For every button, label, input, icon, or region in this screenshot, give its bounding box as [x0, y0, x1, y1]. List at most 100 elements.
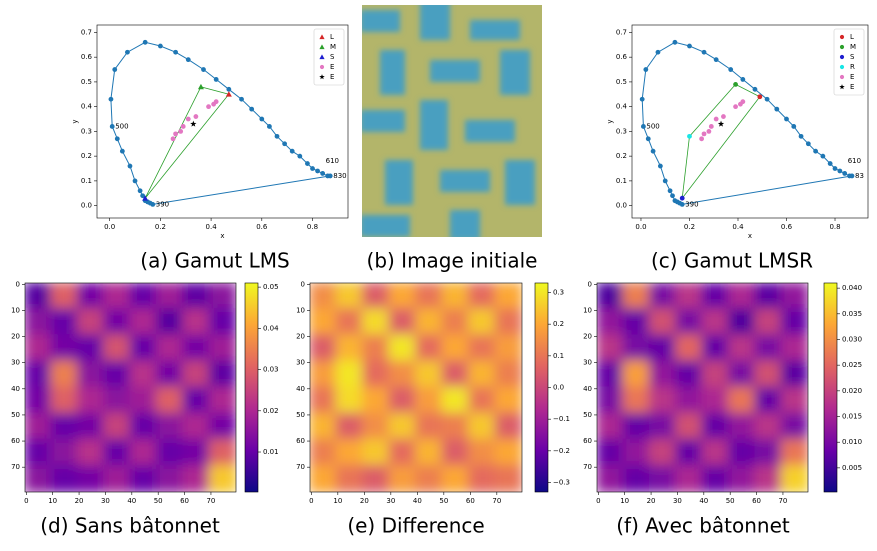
heatmap-cell	[310, 464, 338, 492]
x-tick-label: 0	[596, 497, 600, 505]
locus-point	[239, 96, 244, 102]
heatmap-cell	[25, 360, 53, 389]
heatmap-cell	[648, 464, 678, 492]
y-tick-label: 0.0	[81, 202, 92, 210]
axes-frame	[596, 282, 809, 493]
heatmap-cell	[622, 438, 651, 467]
locus-point	[282, 141, 288, 147]
colorbar-tick-label: 0.005	[842, 464, 862, 472]
legend-label: S	[850, 53, 855, 61]
heatmap-cell	[727, 360, 757, 389]
locus-point	[320, 171, 326, 176]
x-tick-label: 20	[360, 497, 369, 505]
y-tick-label: 20	[583, 333, 592, 341]
locus-point	[701, 49, 707, 55]
heatmap-cell	[675, 464, 704, 492]
marker	[180, 124, 186, 129]
heatmap-cell	[25, 308, 53, 337]
colorbar-tick-label: 0.3	[553, 289, 564, 297]
heatmap-cell	[182, 334, 211, 363]
y-tick-label: 70	[296, 463, 305, 471]
heatmap-cell	[597, 308, 625, 337]
legend-label: R	[850, 63, 855, 71]
wavelength-label: 500	[646, 122, 659, 130]
legend-label: E	[850, 83, 854, 91]
x-tick-label: 40	[127, 497, 136, 505]
marker	[708, 124, 714, 129]
heatmap-cell	[701, 283, 730, 311]
heatmap-cell	[25, 464, 53, 492]
heatmap-cell	[208, 412, 236, 441]
marker	[173, 131, 178, 137]
heatmap-cell	[310, 438, 338, 467]
heatmap-cell	[76, 334, 106, 363]
locus-point	[657, 163, 663, 169]
x-tick-label: 0.0	[635, 223, 646, 231]
colorbar-tick-label: 0.010	[842, 438, 862, 446]
marker	[142, 195, 149, 201]
heatmap-cell	[362, 386, 391, 415]
caption: (d) Sans bâtonnet	[40, 514, 220, 538]
wavelength-label: 610	[848, 157, 861, 165]
locus-point	[297, 153, 303, 159]
y-tick-label: 0.7	[616, 28, 627, 36]
locus-point	[137, 188, 143, 194]
heatmap-cell	[155, 464, 185, 492]
heatmap-cell	[780, 360, 808, 389]
heatmap-cell	[335, 334, 364, 363]
heatmap-cell	[648, 438, 678, 467]
locus-point	[837, 168, 843, 174]
locus-point	[157, 43, 163, 49]
colorbar-tick-label: 0.04	[263, 324, 279, 332]
marker	[206, 104, 211, 110]
heatmap-cell	[76, 464, 106, 492]
x-tick-label: 30	[386, 497, 395, 505]
heatmap-cell	[76, 386, 106, 415]
heatmap-cell	[622, 412, 651, 441]
caption: (a) Gamut LMS	[140, 249, 289, 273]
heatmap-cell	[208, 360, 236, 389]
heatmap-cell	[129, 360, 158, 389]
heatmap-cell	[441, 334, 470, 363]
heatmap-cell	[415, 334, 444, 363]
y-tick-label: 0.3	[616, 127, 627, 135]
heatmap-cell	[468, 386, 497, 415]
locus-point	[820, 153, 826, 159]
heatmap-cell	[335, 360, 364, 389]
colorbar-tick-label: −0.1	[553, 415, 570, 423]
y-tick-label: 0	[588, 280, 592, 288]
x-tick-label: 0.4	[732, 223, 744, 231]
heatmap-cell	[388, 334, 417, 363]
y-tick-label: 10	[296, 306, 305, 314]
heatmap-cell	[468, 308, 497, 337]
legend-box	[833, 28, 865, 96]
heatmap-cell	[494, 412, 522, 441]
locus-point	[791, 124, 797, 129]
heatmap-cell	[310, 308, 338, 337]
heatmap-cell	[25, 438, 53, 467]
locus-point	[259, 116, 265, 122]
x-tick-label: 0.6	[781, 223, 793, 231]
x-tick-label: 0.2	[684, 223, 695, 231]
x-tick-label: 70	[206, 497, 215, 505]
locus-point	[713, 57, 719, 63]
y-tick-label: 50	[11, 411, 20, 419]
locus-point	[645, 136, 651, 142]
colorbar-tick-label: 0.025	[842, 361, 862, 369]
heatmap-cell	[335, 386, 364, 415]
heatmap-cell	[754, 386, 783, 415]
heatmap-cell	[727, 438, 757, 467]
heatmap-cell	[648, 412, 678, 441]
colorbar	[823, 282, 838, 493]
x-tick-label: 20	[75, 497, 84, 505]
heatmap-cell	[129, 464, 158, 492]
x-tick-label: 0	[24, 497, 28, 505]
heatmap-cell	[780, 412, 808, 441]
heatmap-cell	[675, 360, 704, 389]
heatmap-cell	[182, 360, 211, 389]
locus-point	[672, 39, 678, 45]
x-tick-label: 0	[309, 497, 313, 505]
wavelength-label: 500	[115, 122, 128, 130]
locus-point	[667, 188, 673, 194]
heatmap-cell	[76, 360, 106, 389]
